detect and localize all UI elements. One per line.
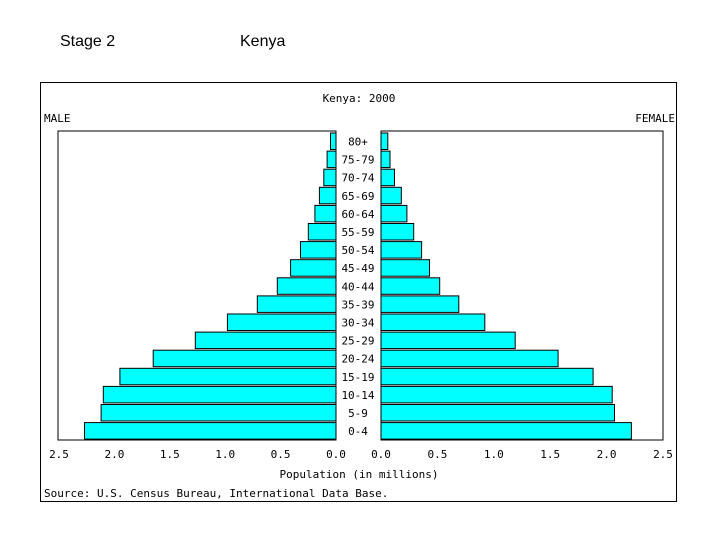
male-bar	[152, 349, 337, 368]
x-tick-label: 0.0	[326, 448, 346, 461]
female-bar	[380, 295, 460, 313]
age-group-label: 55-59	[341, 226, 374, 239]
country-label: Kenya	[240, 33, 286, 50]
age-group-label: 15-19	[341, 371, 374, 384]
x-tick-label: 2.5	[49, 448, 69, 461]
x-tick-label: 1.5	[160, 448, 180, 461]
male-bar	[314, 204, 337, 223]
x-tick-label: 0.0	[371, 448, 391, 461]
plot-area: 80+ 75-79 70-74 65-69 60-64 55-59 50-54 45-49 40…	[57, 130, 664, 441]
x-tick-label: 1.5	[540, 448, 560, 461]
female-bar	[380, 150, 391, 169]
male-label: MALE	[44, 112, 71, 125]
age-group-label: 35-39	[341, 298, 374, 311]
female-bar	[380, 385, 613, 404]
female-bar	[380, 132, 389, 150]
population-pyramid-figure: Kenya: 2000 MALE FEMALE 80+ 75-79 70-74 65-…	[40, 82, 677, 502]
age-group-label: 25-29	[341, 335, 374, 348]
female-bar	[380, 331, 516, 350]
x-tick-label: 1.0	[215, 448, 235, 461]
age-group-label: 5-9	[348, 407, 368, 420]
age-group-label: 40-44	[341, 280, 374, 293]
age-group-label: 65-69	[341, 190, 374, 203]
age-group-label: 75-79	[341, 154, 374, 167]
source-note: Source: U.S. Census Bureau, Internationa…	[44, 487, 388, 500]
female-label: FEMALE	[635, 112, 675, 125]
male-bar	[307, 223, 337, 241]
age-group-label: 20-24	[341, 353, 374, 366]
x-tick-label: 0.5	[271, 448, 291, 461]
age-group-label: 45-49	[341, 262, 374, 275]
x-tick-label: 2.5	[653, 448, 673, 461]
male-bar	[300, 241, 337, 259]
male-bar	[323, 168, 337, 187]
female-bar	[380, 241, 423, 259]
female-bar	[380, 259, 430, 277]
age-group-label: 70-74	[341, 172, 374, 185]
male-bar	[84, 422, 337, 440]
chart-title: Kenya: 2000	[323, 92, 396, 105]
male-bar	[100, 404, 337, 422]
female-bar	[380, 223, 415, 241]
male-bar	[326, 150, 337, 169]
female-bar	[380, 404, 615, 422]
male-bar	[226, 313, 337, 331]
age-group-label: 30-34	[341, 317, 374, 330]
male-bar	[318, 186, 337, 205]
male-bar	[194, 331, 337, 350]
female-bar	[380, 367, 594, 386]
female-bar	[380, 349, 559, 368]
female-bar	[380, 422, 632, 440]
x-tick-label: 1.0	[484, 448, 504, 461]
age-group-label: 80+	[348, 136, 368, 149]
male-bar	[119, 367, 337, 386]
female-bar	[380, 186, 402, 205]
x-tick-label: 2.0	[104, 448, 124, 461]
x-axis-title: Population (in millions)	[280, 468, 439, 481]
age-group-label: 60-64	[341, 208, 374, 221]
male-bar	[276, 277, 337, 295]
x-tick-label: 0.5	[427, 448, 447, 461]
male-bar	[330, 132, 337, 150]
age-group-label: 10-14	[341, 389, 374, 402]
female-bar	[380, 204, 408, 223]
female-bar	[380, 168, 395, 187]
x-axis-ticks: 2.5 2.0 1.5 1.0 0.5 0.0 0.0 0.5 1.0 1.5 2.0 2.5	[49, 448, 673, 461]
age-group-label: 50-54	[341, 244, 374, 257]
male-bar	[290, 259, 337, 277]
age-group-label: 0-4	[348, 425, 368, 438]
female-bar	[380, 277, 441, 295]
stage-label: Stage 2	[60, 33, 116, 50]
male-bar	[256, 295, 337, 313]
x-tick-label: 2.0	[597, 448, 617, 461]
population-pyramid-chart: Kenya: 2000 MALE FEMALE 80+ 75-79 70-74 65-…	[44, 92, 675, 500]
female-bar	[380, 313, 486, 331]
male-bar	[102, 385, 337, 404]
